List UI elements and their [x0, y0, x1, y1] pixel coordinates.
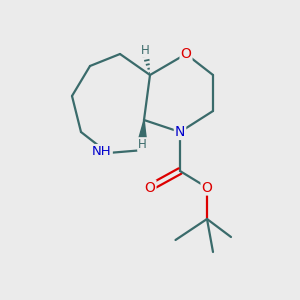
Polygon shape [139, 120, 146, 140]
Text: H: H [141, 44, 150, 57]
Text: N: N [175, 125, 185, 139]
Text: H: H [138, 138, 147, 151]
Text: O: O [181, 47, 191, 61]
Text: O: O [145, 181, 155, 194]
Text: O: O [202, 181, 212, 194]
Text: NH: NH [92, 145, 112, 158]
